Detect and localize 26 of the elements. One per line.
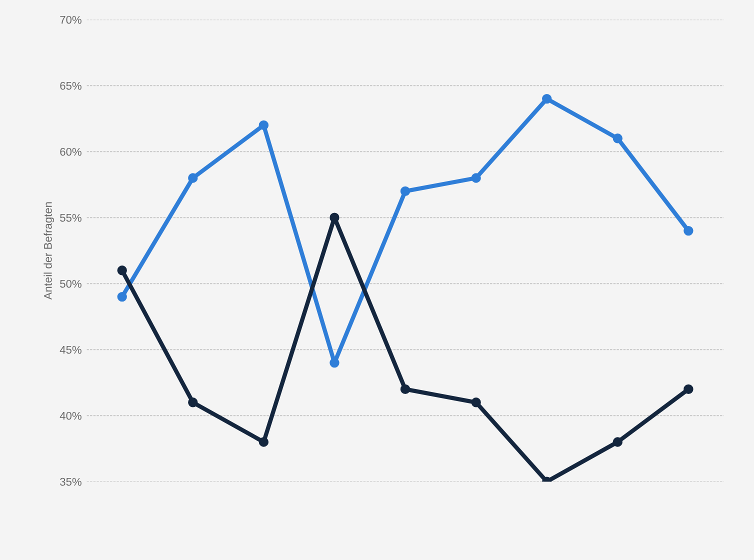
y-tick-label: 55% (60, 214, 82, 222)
point (542, 94, 552, 104)
point (471, 173, 481, 183)
y-tick-label: 50% (60, 280, 82, 288)
y-axis-title: Anteil der Befragten (44, 202, 54, 300)
point (330, 212, 340, 222)
point (117, 292, 127, 302)
y-tick-label: 40% (60, 412, 82, 420)
point (684, 384, 694, 394)
point (330, 358, 340, 368)
point (188, 398, 198, 408)
y-tick-label: 70% (60, 16, 82, 24)
point (612, 437, 623, 447)
point (400, 186, 410, 196)
point (258, 437, 269, 447)
y-tick-label: 60% (60, 148, 82, 156)
point (400, 384, 410, 394)
point (612, 134, 623, 144)
point (188, 173, 198, 183)
y-tick-label: 65% (60, 82, 82, 90)
y-tick-label: 35% (60, 478, 82, 486)
point (117, 266, 127, 276)
y-tick-label: 45% (60, 346, 82, 354)
point (258, 120, 269, 130)
point (471, 398, 481, 408)
point (684, 226, 694, 236)
